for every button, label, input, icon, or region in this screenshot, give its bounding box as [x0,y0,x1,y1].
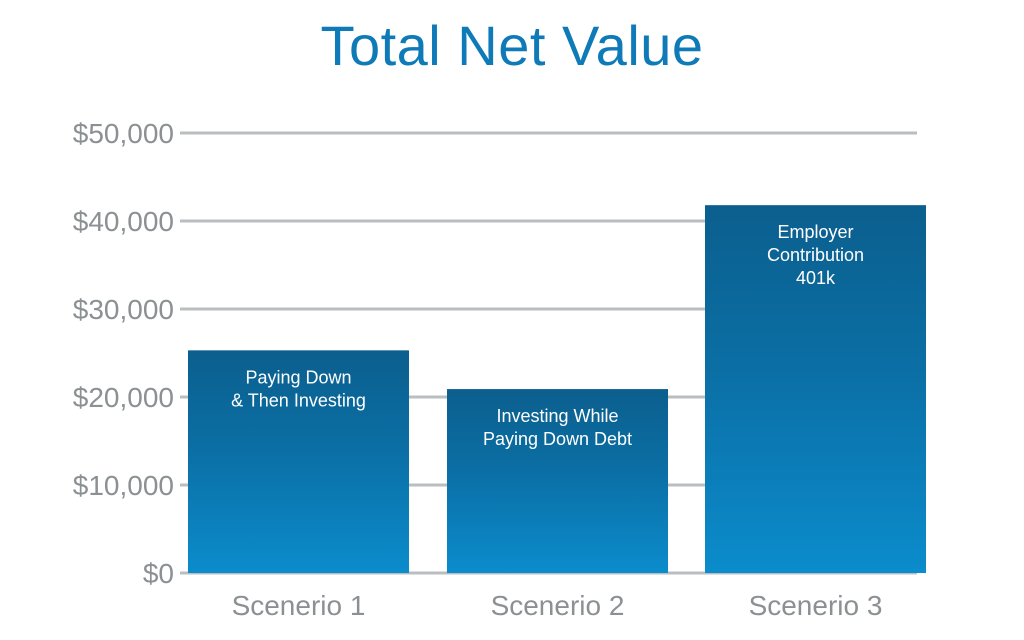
y-tick-label: $40,000 [73,206,174,237]
bars [188,205,926,573]
bar-annotation-line: Paying Down Debt [483,429,632,449]
y-tick-label: $30,000 [73,294,174,325]
bar-annotation-line: & Then Investing [231,390,366,410]
y-axis-ticks: $0 $10,000 $20,000 $30,000 $40,000 $50,000 [73,118,174,589]
bar-2 [447,389,668,573]
x-axis-categories: Scenerio 1 Scenerio 2 Scenerio 3 [232,590,883,621]
chart-title: Total Net Value [320,14,704,77]
bar-annotation-line: Investing While [496,406,618,426]
y-tick-label: $50,000 [73,118,174,149]
bar-annotations: Paying Down & Then Investing Investing Whi… [231,222,864,449]
bar-annotation-line: Contribution [767,245,864,265]
x-category-label: Scenerio 1 [232,590,366,621]
y-tick-label: $0 [143,558,174,589]
y-tick-label: $20,000 [73,382,174,413]
bar-annotation-line: Employer [777,222,853,242]
x-category-label: Scenerio 2 [491,590,625,621]
bar-1 [188,350,409,573]
bar-annotation-line: 401k [796,268,836,288]
x-category-label: Scenerio 3 [749,590,883,621]
y-tick-label: $10,000 [73,470,174,501]
bar-3 [705,205,926,573]
bar-annotation-line: Paying Down [245,367,351,387]
